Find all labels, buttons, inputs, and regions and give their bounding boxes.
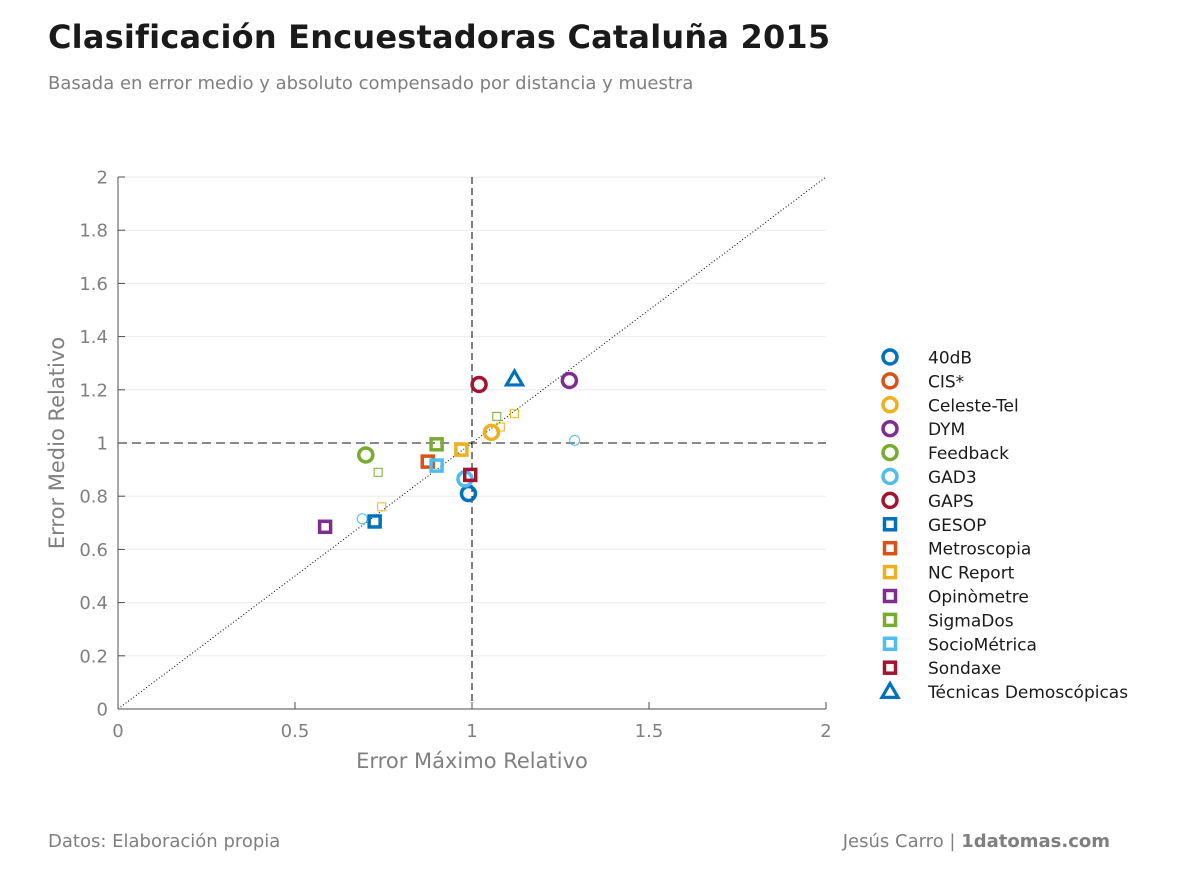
x-tick-label: 0: [112, 721, 123, 742]
legend-marker: [881, 491, 899, 510]
legend-label: 40dB: [928, 349, 972, 369]
credit-separator: |: [943, 831, 962, 852]
legend-marker: [881, 372, 899, 390]
data-point: [470, 375, 488, 394]
y-tick-label: 0.6: [79, 540, 108, 561]
data-point: [560, 371, 579, 390]
y-tick-label: 0.8: [79, 487, 108, 508]
y-tick-label: 1.8: [79, 221, 108, 242]
data-point: [503, 367, 526, 387]
author-credit: Jesús Carro | 1datomas.com: [843, 831, 1110, 852]
x-tick-label: 0.5: [281, 721, 310, 742]
x-tick-label: 1.5: [635, 721, 664, 742]
data-point: [569, 434, 581, 446]
data-point: [462, 467, 478, 483]
y-tick-label: 0: [97, 700, 108, 721]
legend-marker: [882, 564, 898, 580]
legend-label: GAPS: [928, 492, 974, 512]
legend-marker: [882, 660, 898, 675]
data-point: [429, 437, 444, 452]
legend-marker: [882, 588, 898, 604]
x-tick-label: 1: [466, 721, 477, 742]
legend-label: Opinòmetre: [928, 588, 1029, 608]
legend-marker: [882, 540, 898, 556]
legend-marker: [879, 680, 901, 699]
data-point: [373, 467, 383, 477]
legend-marker: [881, 443, 899, 462]
y-axis-label: Error Medio Relativo: [45, 337, 69, 549]
legend-marker: [881, 396, 899, 414]
data-point: [482, 423, 501, 442]
y-tick-label: 1.4: [79, 327, 108, 348]
legend-label: GAD3: [928, 468, 977, 488]
legend-label: Técnicas Demoscópicas: [927, 683, 1128, 703]
legend-marker: [881, 419, 899, 438]
y-tick-label: 1.6: [79, 274, 108, 295]
data-point: [377, 502, 387, 512]
data-point: [357, 446, 375, 464]
author-site[interactable]: 1datomas.com: [961, 831, 1110, 852]
legend-marker: [882, 517, 898, 532]
chart-title: Clasificación Encuestadoras Cataluña 201…: [48, 18, 831, 56]
author-name: Jesús Carro: [842, 831, 944, 852]
data-point: [492, 411, 502, 421]
legend-marker: [881, 467, 899, 486]
data-point: [509, 409, 519, 419]
legend-label: SigmaDos: [928, 611, 1014, 631]
y-tick-label: 0.2: [79, 646, 108, 667]
data-point: [429, 458, 444, 473]
legend-label: CIS*: [928, 372, 964, 392]
data-point: [356, 513, 368, 525]
data-source-note: Datos: Elaboración propia: [48, 831, 281, 852]
legend-label: SocioMétrica: [928, 635, 1037, 655]
legend-marker: [882, 636, 898, 652]
legend-marker: [882, 612, 898, 628]
y-tick-label: 2: [97, 168, 108, 189]
legend-marker: [881, 348, 899, 366]
legend-label: Metroscopia: [928, 540, 1031, 560]
data-point: [495, 422, 505, 432]
legend-label: Sondaxe: [928, 659, 1001, 679]
data-point: [367, 514, 382, 529]
data-point: [454, 442, 469, 457]
legend-label: Feedback: [928, 444, 1009, 464]
x-axis-label: Error Máximo Relativo: [356, 749, 588, 773]
y-tick-label: 0.4: [79, 593, 108, 614]
y-tick-label: 1.2: [79, 380, 108, 401]
legend-label: DYM: [928, 420, 965, 440]
x-tick-label: 2: [820, 721, 831, 742]
legend-label: NC Report: [928, 564, 1015, 584]
reference-line-diagonal: [117, 176, 827, 710]
chart-subtitle: Basada en error medio y absoluto compens…: [48, 73, 694, 94]
legend-label: Celeste-Tel: [928, 396, 1019, 416]
y-tick-label: 1: [97, 434, 108, 455]
data-point: [317, 519, 333, 535]
legend-label: GESOP: [928, 516, 986, 536]
